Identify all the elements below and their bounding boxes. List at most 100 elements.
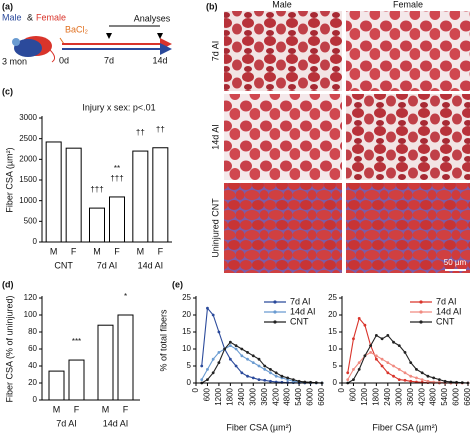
x-tick-label: 1800 bbox=[371, 387, 380, 405]
y-tick-label: 2000 bbox=[19, 154, 37, 163]
point bbox=[437, 378, 441, 381]
point bbox=[240, 354, 244, 358]
legend-marker bbox=[419, 300, 423, 304]
y-tick-label: 100 bbox=[24, 310, 38, 319]
point bbox=[392, 340, 395, 344]
x-tick-label: M bbox=[50, 246, 58, 256]
point bbox=[403, 371, 407, 375]
point bbox=[206, 378, 209, 381]
point bbox=[291, 378, 295, 381]
image bbox=[346, 183, 470, 273]
x-tick-label: F bbox=[71, 246, 77, 256]
point bbox=[409, 374, 413, 378]
scale-bar-label: 50 µm bbox=[444, 258, 467, 267]
point bbox=[200, 364, 204, 368]
y-tick-label: 20 bbox=[28, 378, 37, 387]
analyses-markers bbox=[106, 33, 163, 39]
point bbox=[263, 368, 267, 371]
image bbox=[224, 183, 342, 273]
image bbox=[346, 94, 470, 180]
point bbox=[443, 379, 447, 383]
point bbox=[415, 368, 418, 371]
legend-marker bbox=[273, 310, 277, 314]
x-tick-label: M bbox=[137, 246, 145, 256]
significance: †† bbox=[156, 125, 165, 134]
x-tick-label: 6000 bbox=[306, 387, 315, 405]
legend-label: CNT bbox=[290, 316, 309, 326]
bar bbox=[109, 196, 125, 243]
point bbox=[346, 371, 350, 375]
male-label: Male bbox=[2, 12, 22, 22]
row-label: 14d AI bbox=[210, 124, 220, 150]
x-tick-label: F bbox=[123, 404, 129, 414]
y-tick-label: 0 bbox=[333, 378, 338, 387]
point bbox=[403, 378, 407, 382]
x-axis-label: Fiber CSA (µm²) bbox=[372, 422, 437, 432]
point bbox=[257, 357, 261, 361]
day-label: 7d bbox=[104, 55, 114, 65]
and-label: & bbox=[27, 12, 33, 22]
schematic: (a) Male & Female 3 mon BaCl₂ 0d 7d 14d … bbox=[2, 1, 172, 66]
y-tick-label: 10 bbox=[182, 344, 191, 353]
x-tick-label: 3600 bbox=[406, 387, 415, 405]
bar bbox=[117, 314, 134, 401]
point bbox=[217, 361, 221, 364]
y-tick-label: 1500 bbox=[19, 175, 37, 184]
point bbox=[269, 371, 272, 375]
panel-label: (e) bbox=[172, 279, 183, 289]
x-tick-label: 0 bbox=[337, 387, 346, 392]
point bbox=[246, 351, 249, 354]
point bbox=[420, 371, 424, 375]
point bbox=[374, 334, 378, 337]
panel-label: (c) bbox=[2, 86, 13, 96]
x-tick-label: 3000 bbox=[394, 387, 403, 405]
point bbox=[280, 374, 284, 378]
x-tick-label: 3600 bbox=[260, 387, 269, 405]
point bbox=[211, 371, 215, 375]
image bbox=[346, 11, 470, 91]
bar bbox=[152, 147, 169, 243]
line bbox=[201, 344, 322, 384]
point bbox=[223, 347, 227, 351]
legend-marker bbox=[273, 320, 277, 324]
image bbox=[224, 94, 342, 180]
age-label: 3 mon bbox=[2, 56, 27, 66]
point bbox=[211, 357, 215, 361]
point bbox=[357, 368, 361, 371]
point bbox=[211, 313, 215, 317]
point bbox=[217, 351, 221, 354]
x-tick-label: 4800 bbox=[283, 387, 292, 405]
bar bbox=[68, 359, 85, 401]
point bbox=[386, 334, 390, 337]
x-tick-label: 6600 bbox=[463, 387, 472, 405]
analyses-label: Analyses bbox=[134, 13, 171, 23]
point bbox=[251, 354, 255, 358]
bar bbox=[97, 324, 114, 401]
x-tick-label: 4800 bbox=[429, 387, 438, 405]
panel-label: (d) bbox=[2, 279, 14, 289]
point bbox=[286, 376, 290, 380]
legend-label: CNT bbox=[436, 316, 455, 326]
bar bbox=[48, 370, 65, 401]
point bbox=[386, 371, 390, 375]
y-tick-label: 10 bbox=[328, 344, 337, 353]
x-tick-label: M bbox=[53, 404, 61, 414]
point bbox=[274, 374, 278, 378]
note: Injury x sex: p<.01 bbox=[82, 102, 155, 112]
y-tick-label: 5 bbox=[187, 361, 192, 370]
column-label: Male bbox=[272, 0, 292, 9]
legend-marker bbox=[419, 320, 423, 324]
point bbox=[217, 330, 221, 334]
point bbox=[363, 323, 367, 327]
day-label: 14d bbox=[152, 55, 167, 65]
y-tick-label: 0 bbox=[33, 237, 38, 246]
legend-label: 7d AI bbox=[290, 296, 311, 306]
x-tick-label: M bbox=[102, 404, 110, 414]
y-tick-label: 80 bbox=[28, 327, 37, 336]
mouse-male bbox=[14, 39, 42, 57]
point bbox=[397, 344, 401, 347]
bar bbox=[132, 150, 149, 243]
significance: †† bbox=[136, 128, 145, 137]
point bbox=[263, 378, 267, 382]
y-tick-label: 20 bbox=[182, 310, 191, 319]
